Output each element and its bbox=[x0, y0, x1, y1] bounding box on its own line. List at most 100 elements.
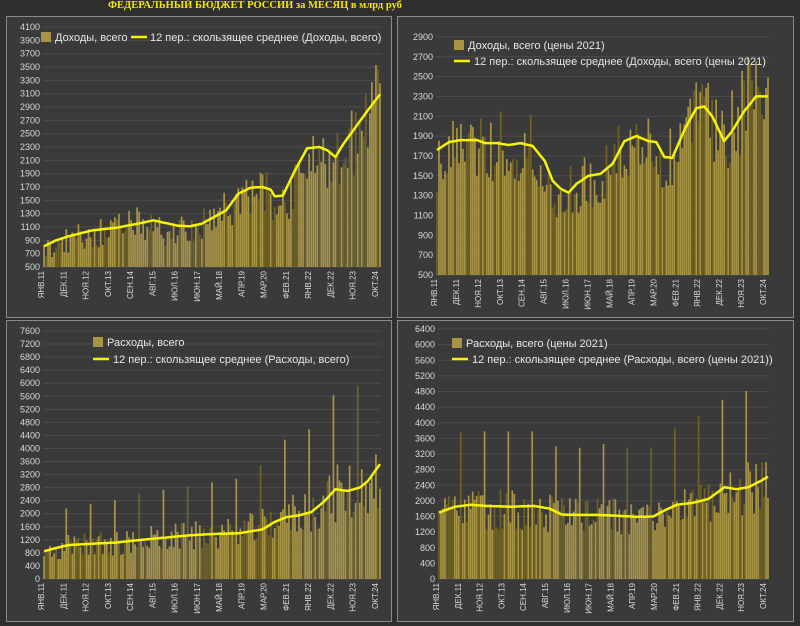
bar bbox=[632, 513, 635, 579]
bar bbox=[231, 530, 234, 579]
bar bbox=[186, 485, 189, 579]
bar bbox=[472, 126, 474, 275]
bar bbox=[675, 501, 678, 579]
bar bbox=[196, 534, 199, 579]
bar bbox=[747, 57, 749, 276]
bar bbox=[271, 537, 274, 579]
bar bbox=[124, 230, 126, 267]
bar bbox=[164, 538, 167, 579]
bar bbox=[47, 240, 49, 267]
bar bbox=[188, 540, 191, 579]
bar bbox=[701, 84, 704, 276]
x-tick-label: ОКТ.13 bbox=[496, 278, 505, 305]
bar bbox=[713, 506, 716, 579]
bar bbox=[737, 489, 740, 579]
bar bbox=[763, 119, 765, 275]
bar bbox=[537, 509, 539, 579]
bar bbox=[572, 511, 575, 579]
bar bbox=[284, 201, 286, 267]
bar bbox=[190, 527, 193, 579]
bar bbox=[53, 553, 55, 579]
bar bbox=[93, 231, 96, 267]
bar bbox=[279, 205, 282, 267]
bar bbox=[669, 128, 672, 275]
bar bbox=[338, 480, 341, 579]
bar bbox=[454, 496, 456, 579]
bar bbox=[610, 529, 613, 579]
y-tick-label: 2400 bbox=[20, 496, 40, 506]
bar bbox=[340, 482, 343, 579]
x-tick-label: ФЕВ.21 bbox=[282, 582, 291, 610]
bar bbox=[523, 499, 526, 579]
bar bbox=[152, 534, 155, 579]
bar bbox=[623, 165, 626, 275]
bar bbox=[73, 235, 76, 267]
bar bbox=[605, 144, 608, 275]
bar bbox=[109, 220, 112, 267]
bar bbox=[711, 490, 714, 579]
y-tick-label: 500 bbox=[25, 262, 40, 272]
bar bbox=[290, 530, 292, 579]
bar bbox=[442, 508, 444, 579]
bar bbox=[577, 212, 580, 275]
x-tick-label: ЯНВ.11 bbox=[37, 270, 46, 298]
bar bbox=[271, 219, 274, 267]
bar bbox=[350, 517, 353, 579]
bar bbox=[507, 170, 510, 275]
bar bbox=[656, 523, 658, 579]
bar bbox=[59, 558, 62, 579]
bar bbox=[247, 196, 250, 267]
bar bbox=[484, 137, 486, 275]
bar bbox=[457, 515, 460, 579]
bar bbox=[497, 140, 500, 275]
bar bbox=[166, 548, 169, 579]
bar bbox=[97, 536, 100, 579]
y-tick-label: 2300 bbox=[413, 91, 433, 101]
bar bbox=[344, 510, 347, 579]
plot-area: 500 700 900 1100 1300 1500 1700 1900 2100 2300 250… bbox=[20, 22, 382, 302]
bar bbox=[685, 517, 688, 579]
bar bbox=[105, 238, 108, 267]
bar bbox=[281, 509, 284, 579]
moving-average-line bbox=[438, 475, 769, 519]
y-tick-label: 1900 bbox=[413, 131, 433, 141]
bar bbox=[585, 200, 588, 275]
bar bbox=[485, 529, 488, 579]
y-tick-label: 1900 bbox=[20, 169, 40, 179]
bar bbox=[491, 529, 494, 579]
bar bbox=[497, 529, 500, 579]
bar bbox=[201, 238, 203, 267]
bar bbox=[491, 181, 494, 275]
x-tick-label: ИЮЛ.16 bbox=[171, 270, 180, 300]
bar bbox=[296, 164, 298, 267]
bar bbox=[237, 544, 240, 579]
y-tick-label: 2700 bbox=[20, 115, 40, 125]
x-tick-label: СЕН.14 bbox=[126, 270, 135, 299]
bar bbox=[505, 493, 508, 579]
bar bbox=[292, 494, 294, 579]
bar bbox=[192, 241, 195, 267]
bar bbox=[444, 171, 446, 275]
moving-average-line bbox=[43, 463, 382, 553]
bar bbox=[568, 498, 571, 579]
bar bbox=[763, 496, 765, 579]
bar bbox=[69, 235, 72, 267]
y-tick-label: 1100 bbox=[414, 210, 433, 220]
y-tick-label: 3900 bbox=[20, 35, 40, 45]
y-tick-label: 700 bbox=[25, 249, 40, 259]
bar bbox=[87, 554, 90, 579]
legend-bar-label: Расходы, всего bbox=[107, 337, 185, 349]
bar bbox=[482, 136, 484, 275]
bar bbox=[644, 516, 646, 579]
bar bbox=[67, 534, 70, 579]
y-tick-label: 1500 bbox=[20, 195, 40, 205]
bar bbox=[603, 198, 606, 275]
bar bbox=[95, 244, 98, 267]
bar bbox=[757, 86, 759, 275]
bar bbox=[729, 162, 731, 275]
bar bbox=[628, 534, 631, 579]
bar bbox=[241, 187, 244, 267]
bar bbox=[203, 528, 205, 579]
x-tick-label: ОКТ.13 bbox=[497, 582, 506, 609]
bar bbox=[693, 516, 696, 579]
